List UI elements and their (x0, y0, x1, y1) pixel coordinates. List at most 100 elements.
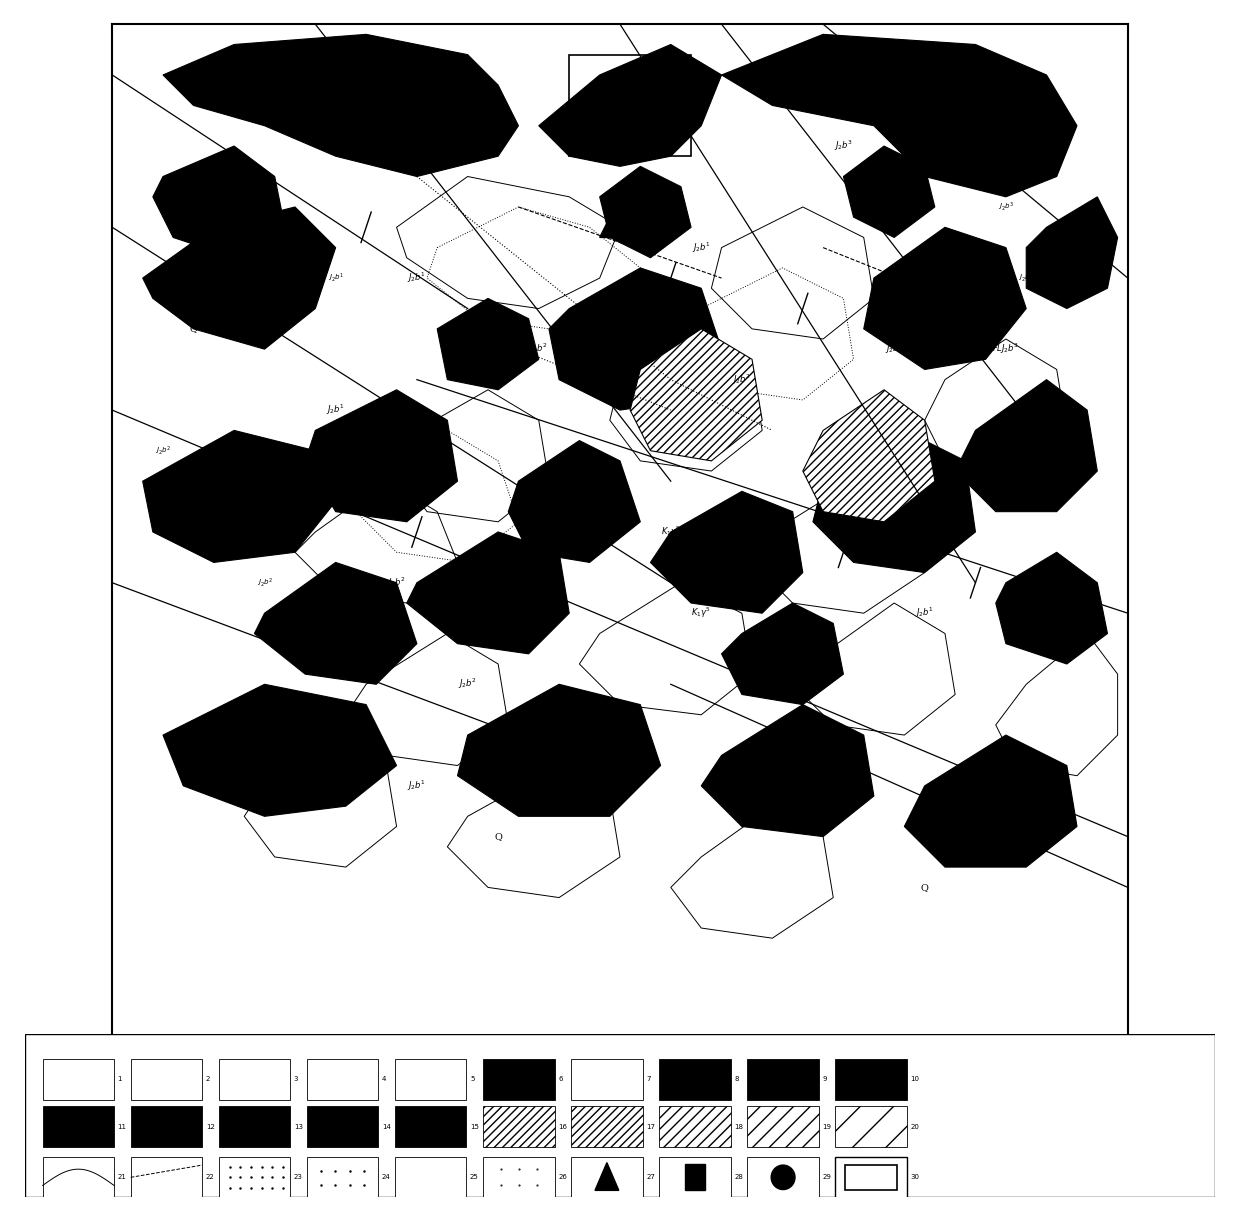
Polygon shape (458, 684, 661, 816)
Text: 3: 3 (294, 1076, 299, 1082)
Bar (572, 1106, 642, 1147)
Text: Q: Q (921, 883, 929, 892)
Bar (396, 1106, 466, 1147)
Polygon shape (864, 227, 1027, 370)
Polygon shape (904, 735, 1078, 867)
Text: 20: 20 (910, 1123, 919, 1129)
Text: $138.62\pm4$: $138.62\pm4$ (743, 548, 781, 557)
Text: 14: 14 (382, 1123, 391, 1129)
Polygon shape (508, 440, 640, 562)
Text: $Ar-Ar$: $Ar-Ar$ (749, 568, 775, 577)
Polygon shape (162, 684, 397, 816)
Text: $J_2b^3$: $J_2b^3$ (387, 139, 407, 154)
Polygon shape (438, 299, 538, 389)
Text: 2: 2 (206, 1076, 210, 1082)
Text: 8: 8 (734, 1076, 739, 1082)
Bar (836, 1106, 906, 1147)
Text: $J_2b^1$: $J_2b^1$ (408, 271, 427, 285)
Bar (484, 1157, 554, 1198)
Text: 6: 6 (558, 1076, 563, 1082)
Bar (42, 1106, 114, 1147)
Polygon shape (143, 430, 336, 562)
Bar (660, 1059, 730, 1100)
Text: 10: 10 (910, 1076, 919, 1082)
Text: $J_2b^3$: $J_2b^3$ (833, 139, 853, 154)
Text: $J_2b^2$: $J_2b^2$ (458, 677, 477, 692)
Text: $J_2b^2$: $J_2b^2$ (763, 677, 782, 692)
Text: 22: 22 (206, 1174, 215, 1180)
Text: 30: 30 (910, 1174, 919, 1180)
Text: $K_1\gamma^5$: $K_1\gamma^5$ (691, 606, 712, 620)
Bar (308, 1059, 378, 1100)
Text: 5: 5 (470, 1076, 475, 1082)
Polygon shape (1027, 197, 1117, 308)
Polygon shape (996, 553, 1107, 664)
Polygon shape (722, 603, 843, 705)
Bar (130, 1059, 202, 1100)
Text: Q: Q (564, 476, 574, 486)
Text: 24: 24 (382, 1174, 391, 1180)
Bar (130, 1106, 202, 1147)
Bar (396, 1157, 466, 1198)
Text: $J_2b^2$: $J_2b^2$ (1018, 272, 1034, 284)
Text: $J_2b^2$: $J_2b^2$ (813, 779, 832, 793)
Text: $J_2b^2$: $J_2b^2$ (884, 342, 904, 357)
Polygon shape (595, 1163, 619, 1191)
Text: $K_1\gamma^5$: $K_1\gamma^5$ (661, 525, 681, 539)
Polygon shape (651, 491, 802, 613)
Text: $J_2b^2$: $J_2b^2$ (387, 575, 405, 590)
Text: $K_1\gamma^5$: $K_1\gamma^5$ (559, 525, 579, 539)
Bar (42, 1059, 114, 1100)
Text: 16: 16 (558, 1123, 567, 1129)
Bar (748, 1106, 818, 1147)
Text: $J_2b^1$: $J_2b^1$ (306, 647, 325, 661)
Bar (130, 1157, 202, 1198)
Text: $J_2b^2$: $J_2b^2$ (529, 342, 548, 357)
Bar (218, 1059, 290, 1100)
Text: $J_2b^3$: $J_2b^3$ (998, 201, 1014, 213)
Bar (844, 1165, 898, 1190)
Text: 13: 13 (294, 1123, 303, 1129)
Polygon shape (600, 167, 691, 258)
Text: $J_2b^1$: $J_2b^1$ (408, 779, 427, 793)
Bar (660, 1106, 730, 1147)
Text: 9: 9 (822, 1076, 827, 1082)
Bar (42, 1157, 114, 1198)
Text: 17: 17 (646, 1123, 655, 1129)
Text: $J_2b^2$: $J_2b^2$ (257, 577, 273, 589)
Polygon shape (722, 34, 1078, 197)
Polygon shape (305, 389, 458, 522)
Text: $J_2b^2$: $J_2b^2$ (610, 779, 630, 793)
Bar (748, 1157, 818, 1198)
Text: 28: 28 (734, 1174, 743, 1180)
Text: $FLJ_2b^3$: $FLJ_2b^3$ (992, 342, 1019, 357)
Text: 26: 26 (558, 1174, 567, 1180)
Text: 18: 18 (734, 1123, 743, 1129)
Text: 12: 12 (206, 1123, 215, 1129)
Text: Q: Q (210, 91, 218, 100)
Text: $J_2b^3$: $J_2b^3$ (610, 139, 630, 154)
Text: 27: 27 (646, 1174, 655, 1180)
Text: 25: 25 (470, 1174, 479, 1180)
Polygon shape (162, 34, 518, 177)
Text: $K_1\gamma^5$: $K_1\gamma^5$ (742, 525, 763, 539)
Text: $J_2b^1$: $J_2b^1$ (915, 606, 934, 620)
Polygon shape (538, 45, 722, 167)
Text: $J_2b^1$: $J_2b^1$ (326, 403, 345, 417)
Text: $J_2b^1$: $J_2b^1$ (692, 241, 711, 255)
Text: $J_2b^2$: $J_2b^2$ (733, 372, 751, 387)
Polygon shape (254, 562, 417, 684)
Bar (484, 1106, 554, 1147)
Polygon shape (955, 380, 1097, 511)
Polygon shape (549, 268, 722, 410)
Polygon shape (813, 430, 976, 573)
Text: 4: 4 (382, 1076, 387, 1082)
Polygon shape (630, 329, 763, 461)
Text: 19: 19 (822, 1123, 831, 1129)
Polygon shape (407, 532, 569, 654)
Bar (686, 1164, 704, 1191)
Bar (308, 1157, 378, 1198)
Bar (836, 1157, 906, 1198)
Bar (836, 1059, 906, 1100)
Polygon shape (600, 207, 630, 237)
